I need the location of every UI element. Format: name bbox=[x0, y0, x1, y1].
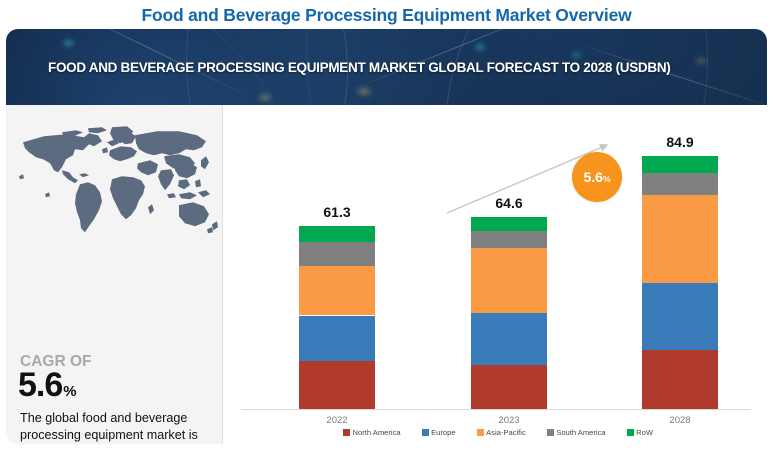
legend-label: South America bbox=[556, 427, 606, 437]
cagr-callout-badge: 5.6 % bbox=[572, 152, 622, 202]
market-description: The global food and beverage processing … bbox=[20, 411, 198, 442]
legend-item-south-america[interactable]: South America bbox=[546, 427, 606, 437]
x-axis-label-2022: 2022 bbox=[326, 415, 348, 426]
legend-swatch-icon bbox=[421, 428, 429, 436]
legend-swatch-icon bbox=[476, 428, 484, 436]
growth-arrow-icon bbox=[446, 143, 609, 214]
legend-item-europe[interactable]: Europe bbox=[421, 427, 456, 437]
banner-arc-decoration bbox=[306, 29, 767, 105]
chart-legend: North America Europe Asia-Pacific South Ame… bbox=[343, 425, 653, 439]
banner-glow-decoration bbox=[572, 53, 581, 57]
sidebar-panel: CAGR OF 5.6 % The global food and bevera… bbox=[6, 105, 222, 444]
chart-panel: 61.3 2022 64.6 2023 84.9 2028 5.6 % North Ame… bbox=[223, 105, 767, 444]
world-map-icon bbox=[19, 126, 218, 234]
legend-item-north-america[interactable]: North America bbox=[343, 428, 401, 437]
cagr-value: 5.6 bbox=[18, 366, 63, 404]
banner-glow-decoration bbox=[358, 89, 370, 94]
legend-item-row[interactable]: RoW bbox=[626, 427, 653, 437]
bar-2023[interactable] bbox=[471, 216, 547, 409]
banner-title: FOOD AND BEVERAGE PROCESSING EQUIPMENT M… bbox=[48, 59, 671, 75]
page-title: Food and Beverage Processing Equipment M… bbox=[141, 4, 632, 25]
cagr-percent-sign: % bbox=[63, 383, 77, 400]
bar-segment-europe[interactable] bbox=[471, 312, 547, 365]
legend-swatch-icon bbox=[546, 428, 554, 436]
bar-segment-row[interactable] bbox=[299, 226, 375, 243]
bar-segment-asia-pacific[interactable] bbox=[471, 247, 547, 313]
bar-segment-south-america[interactable] bbox=[642, 172, 718, 196]
bar-segment-north-america[interactable] bbox=[471, 364, 547, 409]
bar-segment-row[interactable] bbox=[642, 156, 718, 173]
x-axis-label-2028: 2028 bbox=[669, 415, 691, 426]
banner-glow-decoration bbox=[260, 95, 270, 100]
cagr-callout-unit: % bbox=[602, 174, 611, 184]
bar-segment-north-america[interactable] bbox=[642, 350, 718, 409]
cagr-value-row: 5.6 % bbox=[18, 368, 77, 402]
legend-label: Europe bbox=[431, 427, 456, 437]
legend-label: Asia-Pacific bbox=[486, 427, 526, 437]
bar-segment-asia-pacific[interactable] bbox=[299, 265, 375, 316]
legend-label: North America bbox=[352, 427, 401, 437]
chart-axis-line bbox=[241, 409, 751, 410]
legend-swatch-icon bbox=[343, 428, 350, 436]
banner-glow-decoration bbox=[476, 45, 484, 49]
x-axis-label-2023: 2023 bbox=[498, 415, 520, 426]
bar-total-label: 84.9 bbox=[666, 134, 694, 151]
bar-segment-europe[interactable] bbox=[642, 283, 718, 351]
panel-divider bbox=[222, 105, 223, 444]
stacked-bar-chart: 61.3 2022 64.6 2023 84.9 2028 5.6 % North Ame… bbox=[223, 105, 767, 444]
cagr-callout-value: 5.6 bbox=[583, 169, 603, 185]
bar-segment-europe[interactable] bbox=[299, 315, 375, 362]
bar-total-label: 61.3 bbox=[323, 204, 351, 221]
bar-total-label: 64.6 bbox=[495, 194, 523, 211]
content-area: CAGR OF 5.6 % The global food and bevera… bbox=[6, 105, 767, 444]
cagr-label: CAGR OF bbox=[20, 353, 92, 370]
banner: FOOD AND BEVERAGE PROCESSING EQUIPMENT M… bbox=[6, 29, 767, 105]
banner-glow-decoration bbox=[696, 59, 706, 63]
bar-segment-north-america[interactable] bbox=[299, 361, 375, 409]
legend-label: RoW bbox=[636, 427, 653, 437]
bar-2022[interactable] bbox=[299, 226, 375, 409]
bar-segment-row[interactable] bbox=[471, 216, 547, 232]
legend-item-asia-pacific[interactable]: Asia-Pacific bbox=[476, 427, 526, 437]
bar-2028[interactable] bbox=[642, 156, 718, 409]
bar-segment-south-america[interactable] bbox=[299, 242, 375, 266]
banner-glow-decoration bbox=[64, 41, 73, 45]
legend-swatch-icon bbox=[626, 428, 634, 436]
bar-segment-south-america[interactable] bbox=[471, 231, 547, 248]
bar-segment-asia-pacific[interactable] bbox=[642, 195, 718, 284]
